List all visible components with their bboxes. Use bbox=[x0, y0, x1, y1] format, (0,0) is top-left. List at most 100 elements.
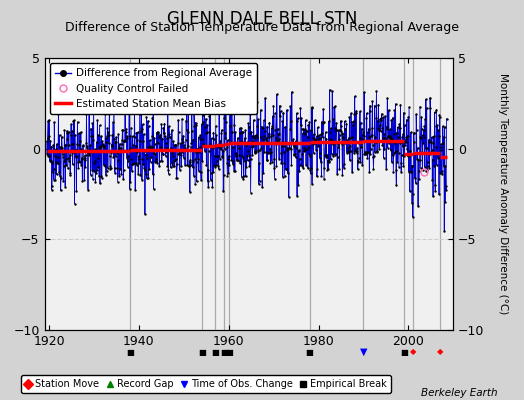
Point bbox=[416, 103, 424, 110]
Point bbox=[166, 134, 174, 140]
Point bbox=[154, 130, 162, 136]
Point bbox=[409, 130, 418, 137]
Point bbox=[326, 129, 334, 136]
Point bbox=[408, 162, 416, 169]
Point bbox=[334, 127, 343, 133]
Point bbox=[145, 123, 153, 130]
Point bbox=[46, 158, 54, 164]
Point bbox=[274, 126, 282, 132]
Point bbox=[299, 126, 308, 132]
Point bbox=[391, 101, 400, 107]
Point bbox=[372, 88, 380, 94]
Point bbox=[180, 144, 189, 151]
Point bbox=[227, 138, 235, 145]
Point bbox=[168, 127, 176, 133]
Point bbox=[307, 170, 315, 176]
Point bbox=[191, 180, 199, 187]
Point bbox=[397, 152, 406, 158]
Point bbox=[260, 133, 268, 140]
Point bbox=[230, 168, 238, 174]
Point bbox=[57, 175, 65, 181]
Point bbox=[281, 124, 289, 130]
Point bbox=[124, 158, 133, 164]
Point bbox=[133, 162, 141, 168]
Point bbox=[92, 139, 101, 145]
Point bbox=[289, 136, 298, 142]
Point bbox=[372, 114, 380, 121]
Point bbox=[378, 125, 386, 132]
Point bbox=[181, 162, 189, 168]
Point bbox=[280, 160, 289, 167]
Point bbox=[50, 153, 59, 159]
Point bbox=[262, 149, 270, 156]
Point bbox=[304, 144, 313, 150]
Point bbox=[57, 144, 66, 151]
Point bbox=[77, 129, 85, 135]
Point bbox=[214, 166, 223, 172]
Point bbox=[98, 138, 106, 144]
Point bbox=[141, 211, 149, 218]
Point bbox=[313, 124, 322, 131]
Point bbox=[269, 102, 278, 109]
Point bbox=[353, 148, 361, 154]
Point bbox=[290, 152, 298, 158]
Point bbox=[340, 134, 348, 140]
Point bbox=[44, 153, 52, 159]
Point bbox=[156, 134, 165, 140]
Point bbox=[205, 128, 213, 135]
Point bbox=[278, 118, 287, 125]
Point bbox=[290, 151, 299, 157]
Point bbox=[62, 156, 70, 162]
Point bbox=[226, 110, 235, 117]
Point bbox=[198, 121, 206, 127]
Point bbox=[370, 102, 379, 109]
Point bbox=[195, 144, 204, 150]
Point bbox=[138, 156, 147, 162]
Point bbox=[220, 114, 228, 121]
Point bbox=[107, 141, 116, 148]
Point bbox=[440, 228, 449, 234]
Point bbox=[251, 150, 259, 156]
Point bbox=[277, 150, 285, 157]
Point bbox=[179, 138, 187, 145]
Point bbox=[364, 129, 372, 135]
Point bbox=[438, 168, 446, 174]
Point bbox=[90, 168, 98, 174]
Point bbox=[170, 163, 178, 169]
Point bbox=[137, 128, 145, 134]
Point bbox=[265, 119, 274, 126]
Point bbox=[288, 139, 297, 145]
Point bbox=[182, 136, 190, 143]
Point bbox=[85, 99, 93, 106]
Point bbox=[285, 194, 293, 200]
Text: ▼: ▼ bbox=[359, 347, 367, 357]
Point bbox=[201, 148, 209, 154]
Point bbox=[136, 111, 144, 118]
Point bbox=[204, 184, 212, 190]
Point bbox=[228, 161, 237, 167]
Point bbox=[301, 117, 310, 123]
Point bbox=[399, 131, 407, 138]
Point bbox=[239, 176, 248, 182]
Point bbox=[180, 142, 188, 148]
Point bbox=[144, 144, 152, 150]
Point bbox=[96, 143, 105, 150]
Point bbox=[325, 118, 333, 124]
Point bbox=[297, 121, 305, 128]
Point bbox=[368, 98, 377, 104]
Point bbox=[414, 203, 422, 209]
Point bbox=[103, 168, 111, 174]
Point bbox=[325, 87, 334, 93]
Point bbox=[417, 135, 425, 142]
Point bbox=[114, 131, 123, 138]
Point bbox=[212, 123, 220, 129]
Point bbox=[105, 110, 114, 117]
Point bbox=[252, 149, 260, 155]
Point bbox=[51, 147, 59, 153]
Point bbox=[249, 143, 257, 150]
Point bbox=[292, 110, 301, 116]
Point bbox=[409, 191, 418, 198]
Point bbox=[190, 173, 198, 179]
Point bbox=[405, 104, 413, 111]
Point bbox=[229, 158, 237, 164]
